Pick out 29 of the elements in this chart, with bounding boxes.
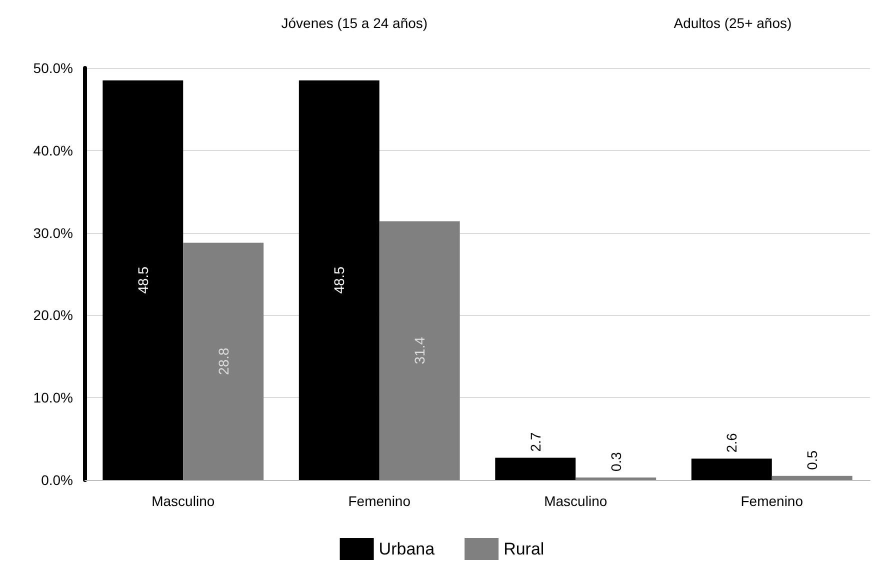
bar — [691, 458, 772, 480]
data-label: 2.7 — [527, 432, 544, 452]
bar — [379, 221, 460, 480]
bar — [183, 242, 264, 480]
bar — [102, 80, 184, 480]
data-label: 31.4 — [412, 336, 428, 364]
x-tick-label: Masculino — [152, 493, 215, 509]
x-tick-label: Femenino — [348, 493, 411, 509]
y-tick-label: 10.0% — [33, 390, 73, 406]
y-tick-label: 40.0% — [33, 142, 73, 158]
legend-label: Urbana — [378, 540, 436, 558]
legend-label: Rural — [504, 540, 544, 558]
data-label: 0.5 — [804, 450, 820, 470]
y-tick-label: 50.0% — [33, 60, 73, 76]
data-label: 0.3 — [608, 452, 624, 472]
y-tick-label: 30.0% — [33, 224, 73, 241]
bar — [772, 476, 852, 480]
y-tick-label: 0.0% — [41, 472, 73, 488]
y-tick-label: 20.0% — [33, 307, 73, 324]
x-tick-label: Femenino — [740, 493, 804, 509]
data-label: 28.8 — [215, 348, 232, 375]
data-label: 48.5 — [331, 266, 348, 294]
data-label: 2.6 — [724, 432, 740, 453]
x-tick-label: Masculino — [544, 493, 608, 509]
text: Adultos (25+ años) — [674, 15, 792, 31]
data-label: 48.5 — [134, 266, 151, 294]
text: Jóvenes (15 a 24 años) — [281, 15, 428, 31]
bar — [298, 80, 380, 480]
bar — [495, 458, 576, 480]
